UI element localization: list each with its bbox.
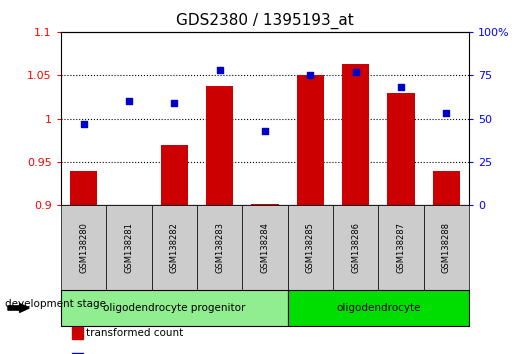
Text: GSM138280: GSM138280 <box>79 222 88 273</box>
Point <box>170 100 179 106</box>
Text: GSM138284: GSM138284 <box>261 222 269 273</box>
Point <box>125 98 133 104</box>
Text: GSM138286: GSM138286 <box>351 222 360 273</box>
Bar <box>206 86 233 205</box>
Point <box>397 85 405 90</box>
Text: GSM138285: GSM138285 <box>306 222 315 273</box>
Bar <box>387 92 414 205</box>
Bar <box>297 75 324 205</box>
Text: oligodendrocyte: oligodendrocyte <box>336 303 421 313</box>
Point <box>442 110 450 116</box>
Bar <box>161 144 188 205</box>
Text: transformed count: transformed count <box>86 328 183 338</box>
Title: GDS2380 / 1395193_at: GDS2380 / 1395193_at <box>176 13 354 29</box>
Point <box>80 121 88 127</box>
Text: GSM138287: GSM138287 <box>396 222 405 273</box>
Bar <box>70 171 97 205</box>
Text: GSM138282: GSM138282 <box>170 222 179 273</box>
Text: GSM138288: GSM138288 <box>442 222 451 273</box>
Point <box>351 69 360 75</box>
Bar <box>433 171 460 205</box>
Text: GSM138283: GSM138283 <box>215 222 224 273</box>
Text: development stage: development stage <box>5 299 107 309</box>
Text: GSM138281: GSM138281 <box>125 222 134 273</box>
Text: oligodendrocyte progenitor: oligodendrocyte progenitor <box>103 303 245 313</box>
Bar <box>342 64 369 205</box>
Point <box>261 128 269 133</box>
Point <box>306 73 315 78</box>
Point <box>215 67 224 73</box>
